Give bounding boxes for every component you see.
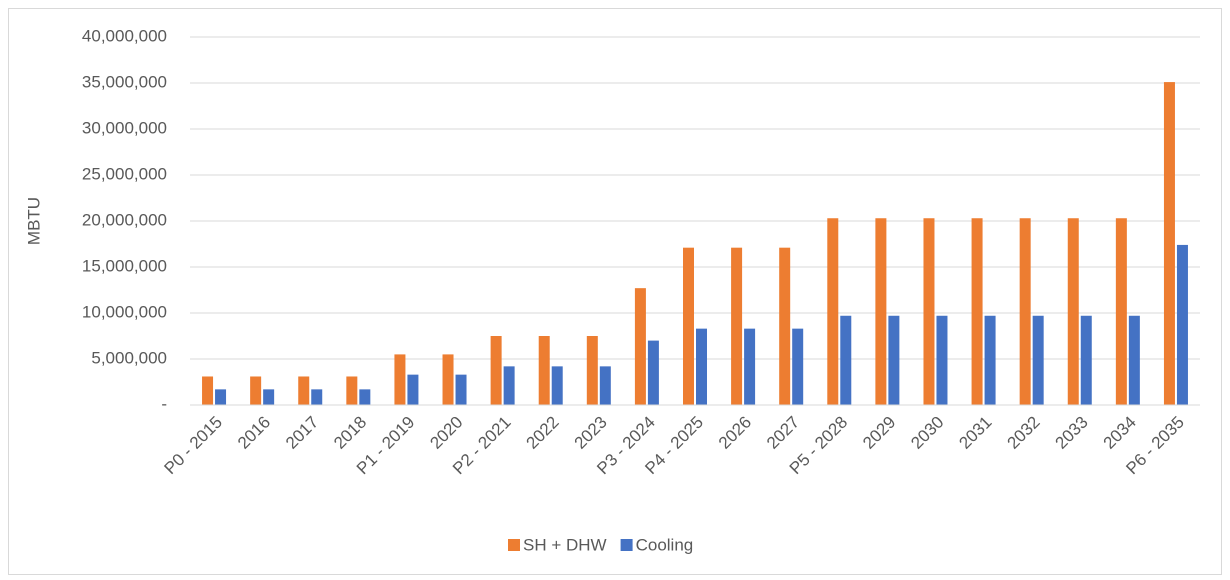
bar: [779, 247, 791, 405]
bar: [1080, 315, 1092, 405]
bar: [1019, 218, 1031, 405]
bar: [792, 328, 804, 405]
y-axis-label: MBTU: [24, 197, 43, 245]
bar: [586, 336, 598, 405]
legend-label: SH + DHW: [523, 535, 607, 554]
bar: [202, 376, 214, 405]
bar: [599, 366, 611, 405]
bar: [1032, 315, 1044, 405]
bar: [840, 315, 852, 405]
bar: [250, 376, 262, 405]
bar: [394, 354, 406, 405]
y-tick-label: 20,000,000: [82, 210, 167, 229]
bar: [647, 340, 659, 405]
bar: [1128, 315, 1140, 405]
bar: [311, 389, 323, 405]
y-tick-label: 40,000,000: [82, 26, 167, 45]
bar: [696, 328, 707, 405]
bar: [683, 247, 694, 405]
bar: [346, 376, 358, 405]
bar: [923, 218, 935, 405]
bar: [936, 315, 948, 405]
y-tick-label: 35,000,000: [82, 72, 167, 91]
legend-label: Cooling: [636, 535, 694, 554]
bar: [538, 336, 550, 405]
bar: [888, 315, 900, 405]
y-tick-label: 15,000,000: [82, 256, 167, 275]
bar: [215, 389, 227, 405]
y-tick-label: 30,000,000: [82, 118, 167, 137]
bar: [971, 218, 983, 405]
bar: [263, 389, 275, 405]
bar: [490, 336, 502, 405]
legend-swatch: [620, 539, 633, 551]
bar: [731, 247, 743, 405]
bar: [359, 389, 371, 405]
bar: [1163, 82, 1175, 405]
bar: [634, 288, 646, 405]
bar: [875, 218, 887, 405]
bar: [407, 374, 419, 405]
bar: [1176, 244, 1188, 405]
bar: [442, 354, 454, 405]
y-tick-label: 5,000,000: [91, 348, 167, 367]
bar: [1115, 218, 1127, 405]
bar: [503, 366, 515, 405]
bar: [984, 315, 996, 405]
y-tick-label: 25,000,000: [82, 164, 167, 183]
bar: [551, 366, 563, 405]
bar: [1067, 218, 1079, 405]
bar: [298, 376, 310, 405]
bar: [455, 374, 467, 405]
bar: [827, 218, 839, 405]
y-tick-label: -: [161, 394, 167, 413]
y-tick-label: 10,000,000: [82, 302, 167, 321]
legend-swatch: [508, 539, 520, 551]
chart-frame: [8, 8, 1222, 575]
bar: [744, 328, 756, 405]
